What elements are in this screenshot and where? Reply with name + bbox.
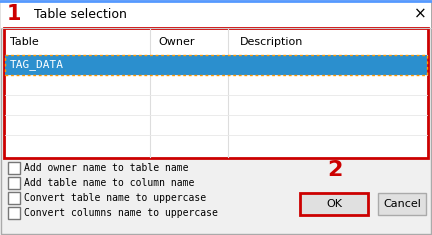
Text: Table selection: Table selection [34, 8, 127, 20]
Text: Convert columns name to uppercase: Convert columns name to uppercase [24, 208, 218, 218]
Text: Convert table name to uppercase: Convert table name to uppercase [24, 193, 206, 203]
Text: 1: 1 [7, 4, 21, 24]
Text: Description: Description [240, 37, 303, 47]
Text: OK: OK [326, 199, 342, 209]
Bar [5, 55, 427, 75]
Text: Add owner name to table name: Add owner name to table name [24, 163, 188, 173]
Bar [8, 177, 20, 189]
Bar [300, 193, 368, 215]
Bar [4, 28, 428, 158]
Bar [8, 192, 20, 204]
Text: 2: 2 [327, 160, 343, 180]
Bar [8, 207, 20, 219]
Text: Table: Table [10, 37, 39, 47]
Text: Add table name to column name: Add table name to column name [24, 178, 194, 188]
Text: Cancel: Cancel [383, 199, 421, 209]
Bar [5, 55, 427, 75]
Bar [1, 1, 431, 28]
Text: TAG_DATA: TAG_DATA [10, 59, 64, 70]
Bar [8, 162, 20, 174]
Text: Owner: Owner [158, 37, 194, 47]
Bar [378, 193, 426, 215]
Text: ×: × [413, 7, 426, 21]
